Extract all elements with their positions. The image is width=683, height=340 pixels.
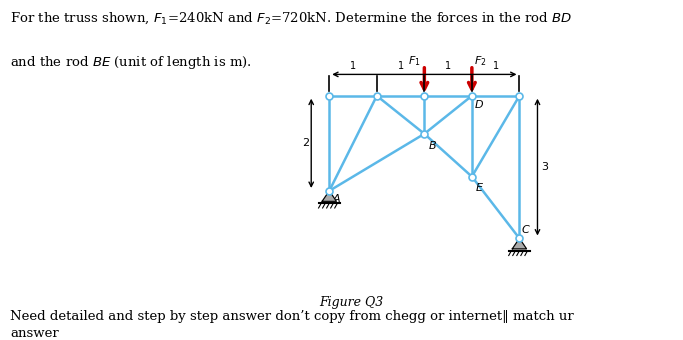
Text: $A$: $A$ [332,192,342,204]
Text: $B$: $B$ [428,139,437,151]
Text: $F_2$: $F_2$ [474,55,487,68]
Text: Need detailed and step by step answer don’t copy from chegg or internet‖ match u: Need detailed and step by step answer do… [10,310,574,323]
Text: 1: 1 [445,61,451,71]
Text: $F_1$: $F_1$ [408,55,421,68]
Text: $C$: $C$ [521,223,531,235]
Polygon shape [322,191,337,201]
Text: 3: 3 [541,162,548,172]
Text: 1: 1 [492,61,499,71]
Text: and the rod $BE$ (unit of length is m).: and the rod $BE$ (unit of length is m). [10,54,252,71]
Text: $E$: $E$ [475,181,484,193]
Text: 1: 1 [350,61,356,71]
Polygon shape [512,238,527,249]
Text: 2: 2 [302,138,309,148]
Text: 1: 1 [398,61,404,71]
Text: Figure Q3: Figure Q3 [320,296,384,309]
Text: answer: answer [10,327,59,340]
Text: For the truss shown, $F_1$=240kN and $F_2$=720kN. Determine the forces in the ro: For the truss shown, $F_1$=240kN and $F_… [10,10,572,26]
Text: $D$: $D$ [474,98,484,110]
